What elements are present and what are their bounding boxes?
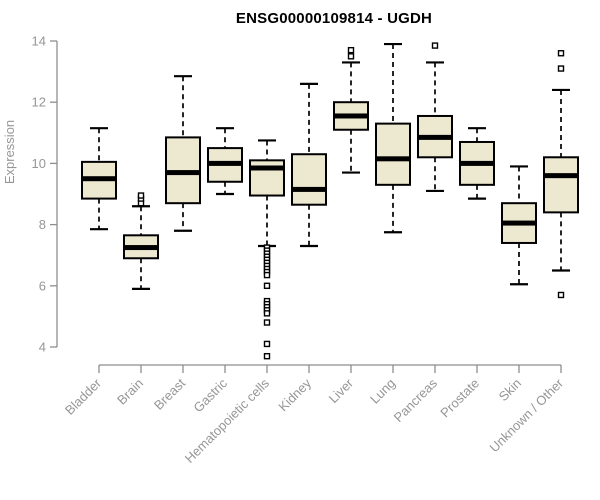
box-bladder [81,127,117,231]
box-pancreas [417,42,453,193]
box-breast [165,75,201,232]
box-liver [333,46,369,174]
median-bar [544,173,578,179]
y-tick-label: 12 [32,95,46,110]
y-axis-title: Expression [2,120,17,184]
box-kidney [291,82,327,248]
y-tick-label: 10 [32,156,46,171]
x-category-label: Brain [114,376,146,408]
y-tick-label: 6 [39,278,46,293]
median-bar [124,245,158,251]
y-tick-label: 8 [39,217,46,232]
box-prostate [459,127,495,200]
x-category-label: Skin [496,376,524,404]
outlier-point [557,50,565,57]
chart-title: ENSG00000109814 - UGDH [235,10,433,27]
outlier-point [431,42,439,49]
median-bar [460,160,494,166]
median-bar [208,160,242,166]
box-hematopoietic-cells [249,139,285,360]
median-bar [418,134,452,140]
y-tick-label: 14 [32,34,46,49]
box-skin [501,165,537,286]
x-category-label: Lung [367,376,398,407]
outlier-point [263,271,271,279]
x-category-label: Gastric [190,375,230,415]
x-category-label: Prostate [437,376,482,421]
outlier-point [263,352,271,360]
median-bar [250,165,284,171]
x-category-label: Unknown / Other [487,375,567,455]
median-bar [502,220,536,226]
outlier-point [347,53,355,60]
median-bar [166,170,200,176]
median-bar [82,176,116,182]
box-unknown-other [543,50,579,299]
outlier-point [263,282,271,289]
box-gastric [207,127,243,196]
outlier-point [347,46,355,54]
median-bar [334,113,368,119]
y-tick-label: 4 [39,340,46,355]
median-bar [292,186,326,192]
box-lung [375,42,411,234]
outlier-point [137,192,145,199]
outlier-point [557,65,565,72]
outlier-point [263,319,271,326]
x-category-label: Pancreas [391,375,441,425]
x-category-label: Liver [326,375,357,406]
box-brain [123,192,159,290]
x-category-label: Bladder [62,375,105,418]
outlier-point [263,340,271,348]
outlier-point [557,291,565,299]
median-bar [376,156,410,162]
outlier-point [263,310,271,317]
x-category-label: Kidney [275,375,314,414]
x-category-label: Breast [151,375,188,412]
iqr-box [543,156,579,214]
iqr-box [291,153,327,206]
iqr-box [375,122,411,186]
